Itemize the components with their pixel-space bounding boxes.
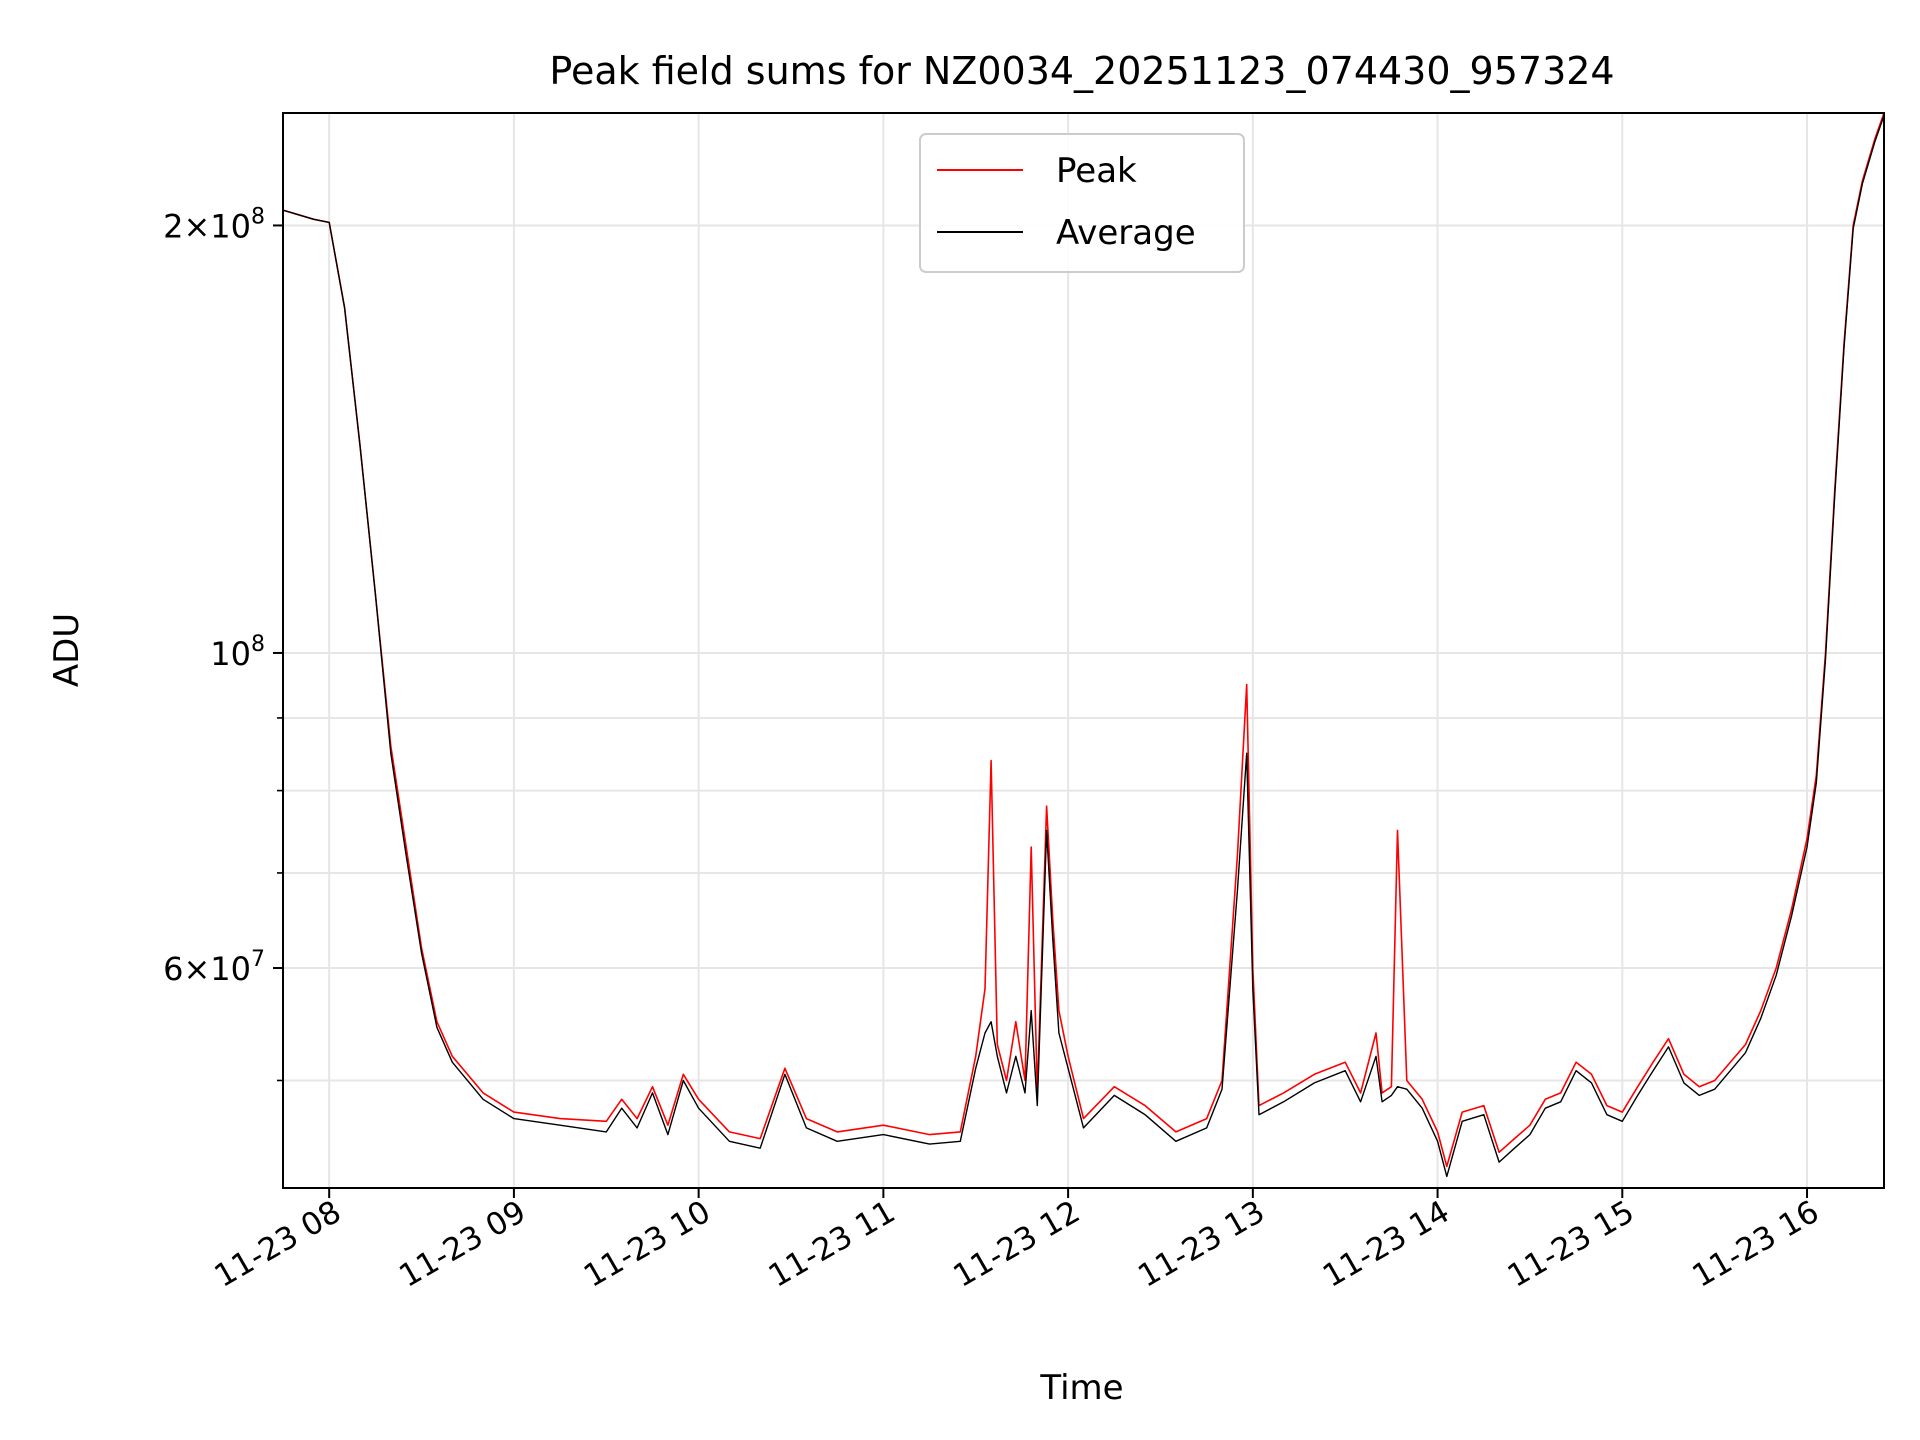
legend-label-average: Average	[1056, 213, 1196, 253]
y-axis-label: ADU	[47, 613, 87, 687]
x-axis-label: Time	[1039, 1368, 1123, 1408]
y-tick-label: 6×107	[163, 947, 265, 988]
y-tick-label: 2×108	[163, 204, 265, 245]
plot-frame	[282, 112, 1885, 1189]
y-tick-label: 108	[210, 632, 265, 673]
legend-box	[919, 133, 1245, 273]
y-axis-ticks: 2×108 108 6×107	[163, 204, 283, 1082]
series-line-peak	[283, 113, 1884, 1168]
plot-lines	[283, 113, 1884, 1178]
legend-label-peak: Peak	[1056, 151, 1137, 191]
series-line-average	[283, 115, 1884, 1178]
legend: Peak Average	[919, 133, 1245, 273]
chart-title: Peak field sums for NZ0034_20251123_0744…	[549, 49, 1614, 93]
